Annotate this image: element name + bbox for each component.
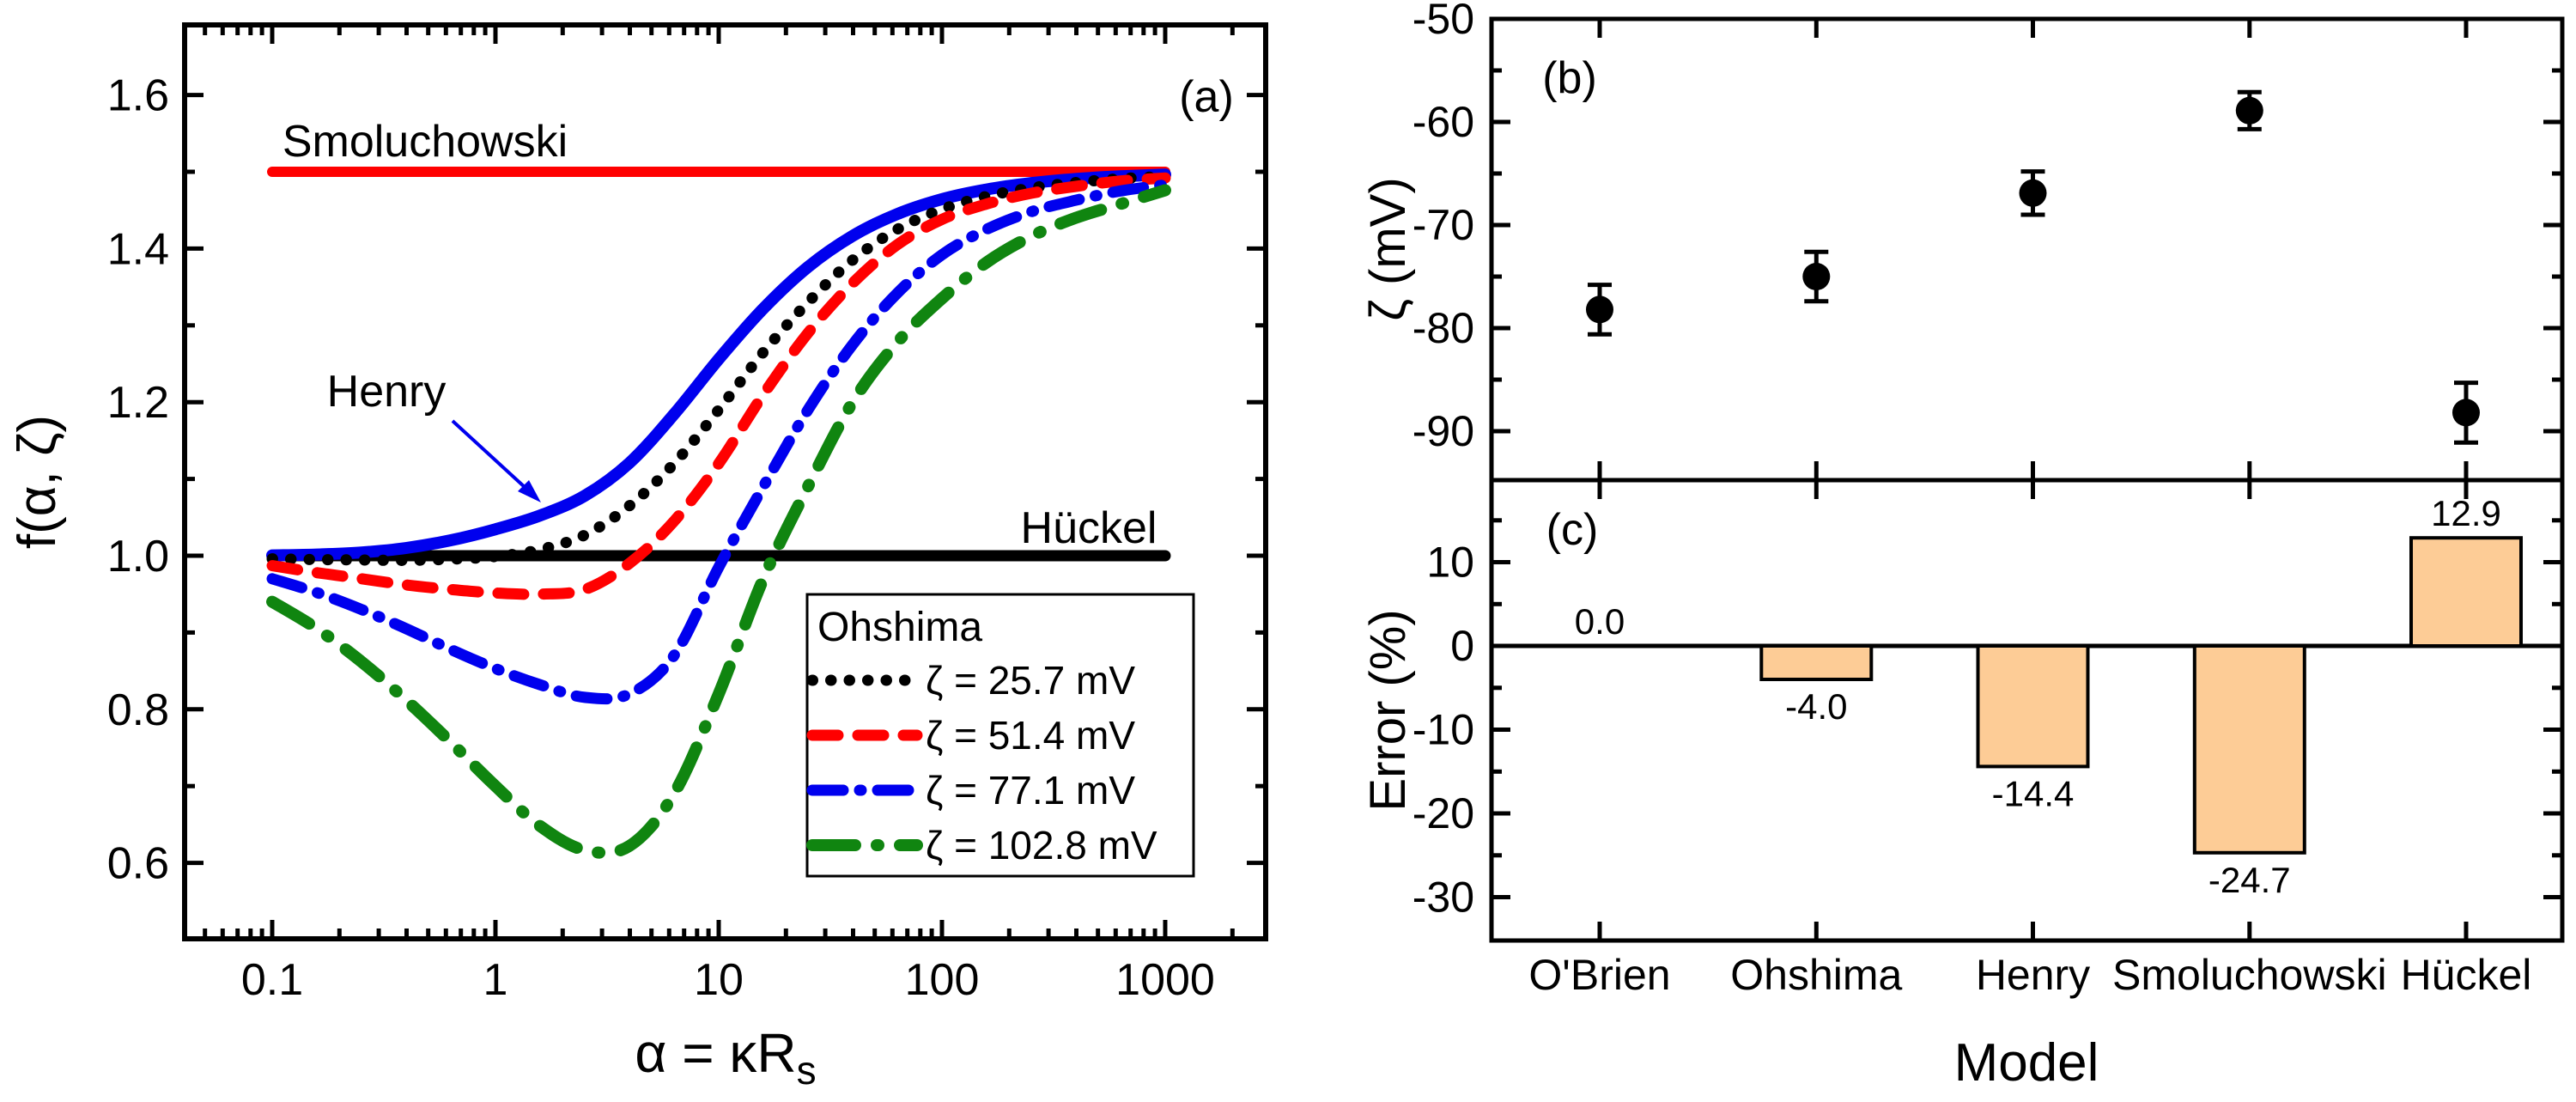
panel-c: 10 0 -10 -20 -30 0.0 -4.0 -14.4 -24.7 12.9 O'Brien… xyxy=(1413,478,2565,999)
legend-title: Ohshima xyxy=(817,605,982,650)
legend-label-102-8-mv: ζ = 102.8 mV xyxy=(926,823,1157,868)
curve-ohshima-77-1-mv xyxy=(266,179,1171,705)
panel-a-tag: (a) xyxy=(1179,72,1234,122)
legend-box xyxy=(805,593,1195,878)
y-tick-label-0.6: 0.6 xyxy=(107,839,169,889)
legend-label-51-4-mv: ζ = 51.4 mV xyxy=(926,713,1135,758)
curve-ohshima-25-7-mv xyxy=(266,170,1171,566)
panel-c-frame xyxy=(1489,478,2565,943)
c-y-tick-label--30: -30 xyxy=(1413,874,1474,922)
panel-a-ylabel: f(α, ζ) xyxy=(8,415,67,549)
category-label-ohshima: Ohshima xyxy=(1730,951,1902,999)
category-label-henry: Henry xyxy=(1976,951,2090,999)
x-tick-label-100: 100 xyxy=(905,955,980,1005)
y-tick-label-1.4: 1.4 xyxy=(107,224,169,274)
b-y-tick-label--80: -80 xyxy=(1413,304,1474,352)
bar-value-label-ohshima: -4.0 xyxy=(1785,686,1847,727)
annotation-henry: Henry xyxy=(327,367,447,417)
curve-henry xyxy=(266,168,1171,562)
point-henry xyxy=(2019,179,2047,207)
category-label-o-brien: O'Brien xyxy=(1528,951,1670,999)
panel-c-tag: (c) xyxy=(1546,505,1599,555)
panel-c-ylabel: Error (%) xyxy=(1360,609,1416,811)
bar-value-label-smoluchowski: -24.7 xyxy=(2208,860,2291,900)
panel-b-frame xyxy=(1489,16,2565,483)
annotation-smoluchowski: Smoluchowski xyxy=(283,117,568,167)
y-tick-label-1.6: 1.6 xyxy=(107,71,169,121)
panel-c-xlabel: Model xyxy=(1954,1033,2099,1093)
legend-label-25-7-mv: ζ = 25.7 mV xyxy=(926,658,1135,703)
c-y-tick-label--10: -10 xyxy=(1413,706,1474,754)
bar-smoluchowski xyxy=(2192,644,2306,855)
y-tick-label-1.2: 1.2 xyxy=(107,378,169,428)
panel-a-xlabel: α = κRs xyxy=(635,1022,816,1093)
panel-b-tag: (b) xyxy=(1542,53,1597,103)
x-tick-label-1000: 1000 xyxy=(1115,955,1215,1005)
bar-value-label-h-ckel: 12.9 xyxy=(2431,493,2501,533)
b-y-tick-label--60: -60 xyxy=(1413,98,1474,146)
panel-a-xlabel-sub: s xyxy=(797,1048,817,1093)
panel-a-frame xyxy=(182,22,1268,941)
bar-ohshima xyxy=(1759,644,1874,681)
legend-entries: ζ = 25.7 mV ζ = 51.4 mV ζ = 77.1 mV ζ = 102… xyxy=(806,658,1157,868)
point-o-brien xyxy=(1586,295,1613,324)
c-y-tick-label-0: 0 xyxy=(1450,622,1474,670)
c-y-tick-label--20: -20 xyxy=(1413,789,1474,837)
category-label-smoluchowski: Smoluchowski xyxy=(2112,951,2387,999)
henry-arrow xyxy=(451,419,527,490)
b-y-tick-label--50: -50 xyxy=(1413,0,1474,43)
x-tick-label-10: 10 xyxy=(694,955,744,1005)
point-h-ckel xyxy=(2452,399,2480,427)
curve-ohshima-102-8-mv xyxy=(266,184,1171,859)
category-label-h-ckel: Hückel xyxy=(2401,951,2532,999)
b-y-tick-label--70: -70 xyxy=(1413,201,1474,249)
x-tick-label-0.1: 0.1 xyxy=(241,955,303,1005)
panel-a-xlabel-main: α = κR xyxy=(635,1022,796,1084)
c-y-tick-label-10: 10 xyxy=(1426,539,1474,587)
point-smoluchowski xyxy=(2235,96,2263,125)
b-y-tick-label--90: -90 xyxy=(1413,407,1474,455)
curve-ohshima-51-4-mv xyxy=(266,172,1171,600)
bar-value-label-o-brien: 0.0 xyxy=(1575,601,1625,642)
x-tick-label-1: 1 xyxy=(483,955,508,1005)
legend-label-77-1-mv: ζ = 77.1 mV xyxy=(926,768,1135,813)
y-tick-label-1.0: 1.0 xyxy=(107,532,169,581)
bar-henry xyxy=(1976,644,2090,769)
panel-a: 0.1 1 10 100 1000 0.6 0.8 1.0 1.2 1.4 1.6 xyxy=(107,22,1268,1005)
annotation-huckel: Hückel xyxy=(1021,503,1157,553)
bar-value-label-henry: -14.4 xyxy=(1992,773,2075,813)
henry-arrowhead-icon xyxy=(518,480,541,502)
point-ohshima xyxy=(1802,263,1831,290)
panel-b-ylabel: ζ (mV) xyxy=(1360,177,1416,320)
bar-h-ckel xyxy=(2409,536,2523,648)
y-tick-label-0.8: 0.8 xyxy=(107,685,169,735)
